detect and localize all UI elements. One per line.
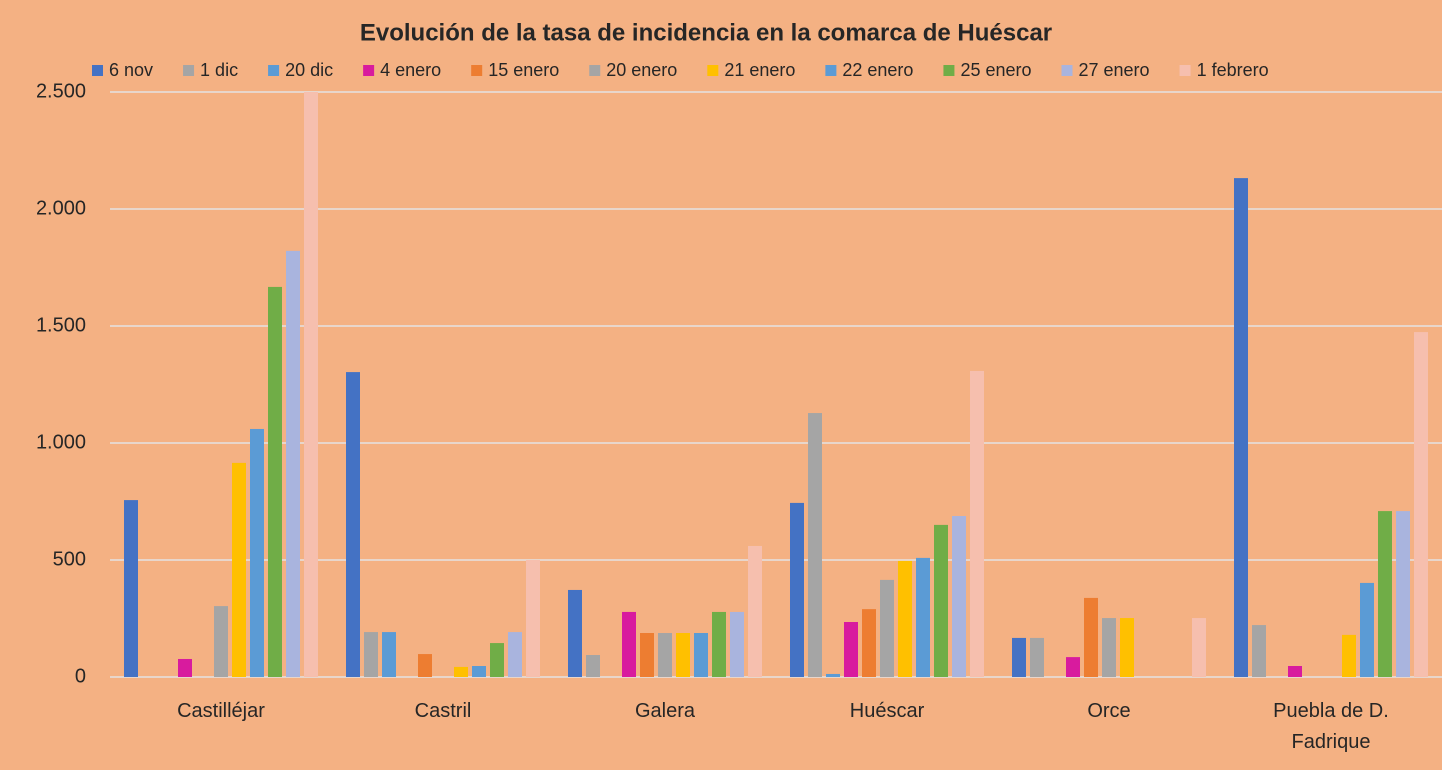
bar <box>232 462 246 677</box>
bar <box>1012 637 1026 677</box>
bar <box>418 654 432 677</box>
bar <box>250 428 264 677</box>
bar <box>808 413 822 677</box>
x-tick-label: Castilléjar <box>177 700 265 722</box>
chart-title: Evolución de la tasa de incidencia en la… <box>360 19 1052 46</box>
bar <box>568 589 582 677</box>
bar <box>622 611 636 677</box>
legend-swatch <box>707 65 719 76</box>
bar <box>382 632 396 677</box>
bar <box>658 633 672 677</box>
bar <box>1084 597 1098 677</box>
bar <box>472 666 486 677</box>
x-tick-label: Puebla de D. Fadrique <box>1273 700 1389 753</box>
bar <box>1288 666 1302 677</box>
bar <box>454 666 468 677</box>
bar <box>214 606 228 677</box>
legend-swatch <box>1061 65 1073 76</box>
bar <box>844 622 858 677</box>
legend-label: 4 enero <box>380 60 441 80</box>
bar <box>1234 178 1248 677</box>
bar <box>1414 332 1428 677</box>
y-tick-label: 1.000 <box>36 431 86 453</box>
x-tick-label: Orce <box>1087 700 1131 722</box>
bar <box>790 502 804 677</box>
bar <box>1192 618 1206 677</box>
bar <box>178 658 192 677</box>
bar <box>934 524 948 677</box>
x-tick-label: Galera <box>634 700 696 722</box>
bar <box>490 643 504 677</box>
bar <box>676 633 690 677</box>
bar <box>862 609 876 677</box>
bar <box>640 633 654 677</box>
bar <box>694 633 708 677</box>
legend-label: 25 enero <box>960 60 1031 80</box>
bar <box>526 560 540 677</box>
legend-label: 20 enero <box>606 60 677 80</box>
y-tick-label: 2.500 <box>36 80 86 102</box>
legend-label: 15 enero <box>488 60 559 80</box>
bar <box>364 632 378 677</box>
legend-label: 1 dic <box>200 60 238 80</box>
y-tick-label: 0 <box>75 665 86 687</box>
legend-swatch <box>589 65 601 76</box>
bar <box>586 655 600 677</box>
y-tick-label: 2.000 <box>36 197 86 219</box>
bar <box>1252 625 1266 677</box>
y-tick-label: 1.500 <box>36 314 86 336</box>
legend-swatch <box>1179 65 1191 76</box>
bar <box>898 560 912 677</box>
bar <box>970 370 984 677</box>
bar <box>712 611 726 677</box>
bar <box>508 632 522 677</box>
bar <box>346 372 360 677</box>
bar <box>730 611 744 677</box>
bar <box>304 92 318 677</box>
bar <box>748 545 762 677</box>
legend-label: 6 nov <box>109 60 153 80</box>
legend-label: 1 febrero <box>1197 60 1269 80</box>
legend-label: 21 enero <box>724 60 795 80</box>
bar <box>826 673 840 677</box>
legend-label: 22 enero <box>842 60 913 80</box>
legend-swatch <box>92 65 103 76</box>
bar <box>1378 511 1392 677</box>
legend-swatch <box>363 65 375 76</box>
y-tick-label: 500 <box>53 548 86 570</box>
legend-swatch <box>471 65 483 76</box>
bar <box>124 500 138 677</box>
bar <box>1102 618 1116 677</box>
x-tick-label: Castril <box>414 700 472 722</box>
bar <box>1360 582 1374 677</box>
bar <box>1030 637 1044 677</box>
legend-swatch <box>268 65 280 76</box>
bar <box>1066 657 1080 677</box>
x-tick-label: Huéscar <box>849 700 925 722</box>
bar <box>952 516 966 677</box>
bar <box>268 286 282 677</box>
legend-label: 20 dic <box>285 60 333 80</box>
legend-swatch <box>183 65 195 76</box>
bar <box>286 250 300 678</box>
legend-label: 27 enero <box>1079 60 1150 80</box>
legend-swatch <box>943 65 955 76</box>
bar <box>1342 634 1356 677</box>
bar <box>880 579 894 677</box>
bar <box>916 557 930 677</box>
bar <box>1396 511 1410 677</box>
bar <box>1120 618 1134 677</box>
legend-swatch <box>825 65 837 76</box>
